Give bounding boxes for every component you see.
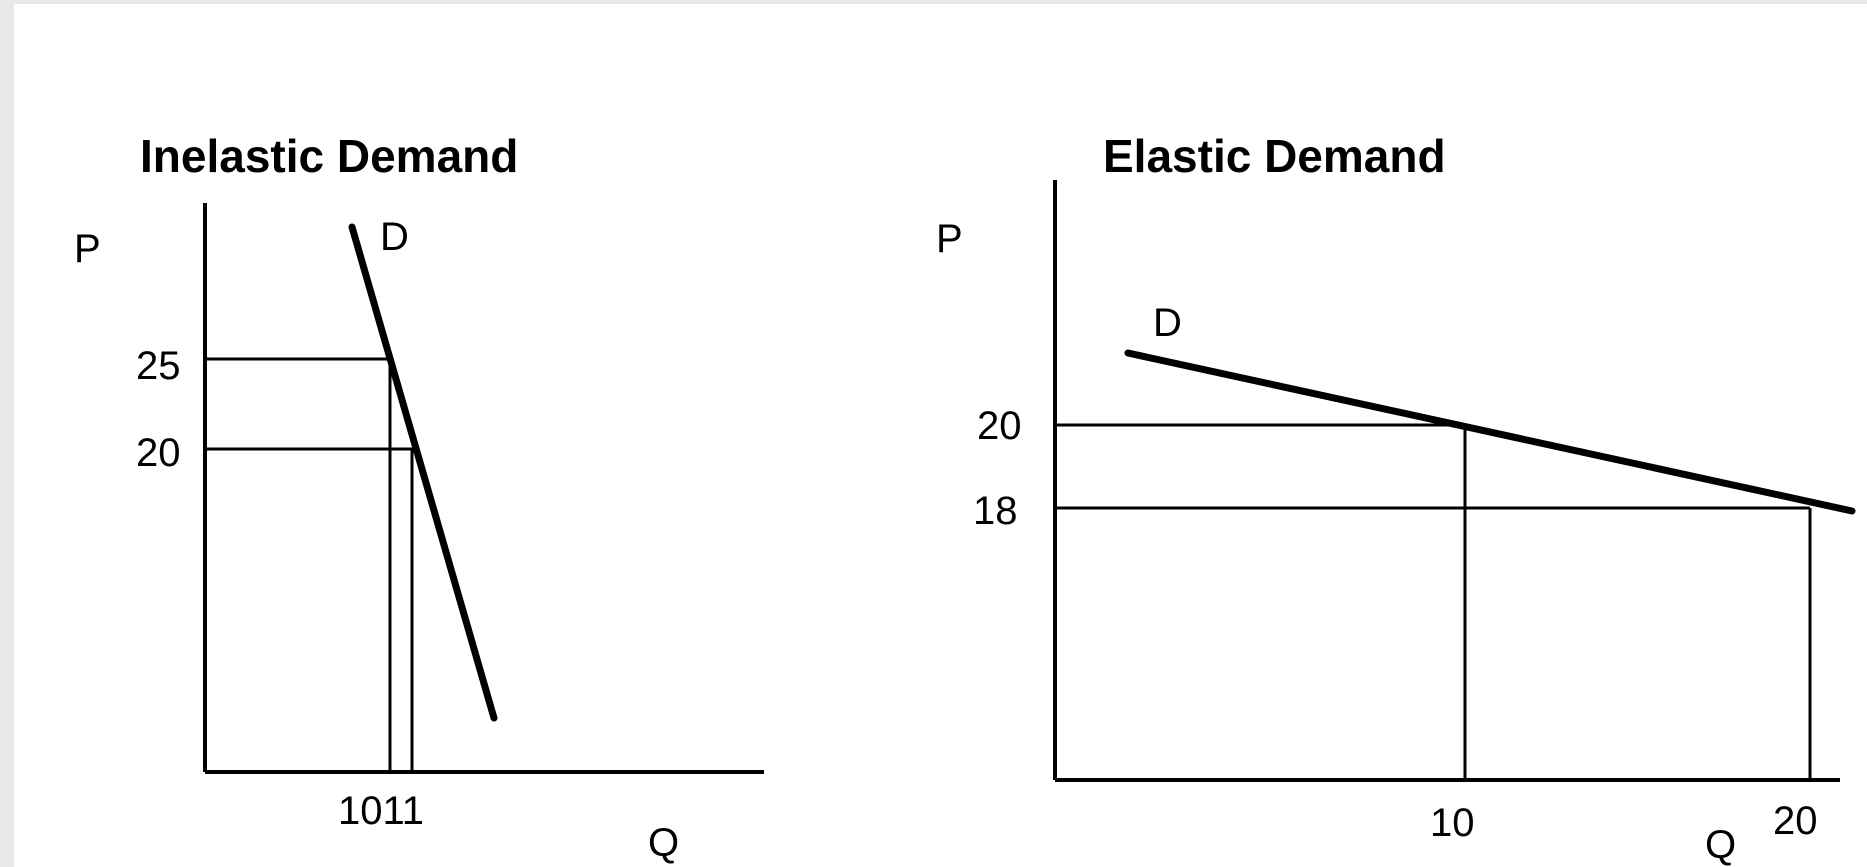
inelastic-demand-label: D (380, 215, 409, 259)
elastic-title: Elastic Demand (1103, 130, 1446, 182)
inelastic-y-axis-label: P (74, 227, 101, 271)
elastic-price-tick-18: 18 (973, 489, 1018, 533)
elastic-demand-panel: Elastic Demand P 20 18 D 10 20 Q (936, 130, 1856, 867)
inelastic-quantity-tick: 1011 (338, 789, 424, 833)
elastic-price-tick-20: 20 (977, 404, 1022, 448)
inelastic-demand-panel: Inelastic Demand P 25 20 D 1011 Q (74, 130, 764, 865)
elastic-demand-label: D (1153, 301, 1182, 345)
figure-background (14, 4, 1867, 867)
elastic-x-axis-label: Q (1705, 823, 1736, 867)
inelastic-x-axis-label: Q (648, 821, 679, 865)
elastic-quantity-tick-10: 10 (1430, 801, 1475, 845)
inelastic-price-tick-20: 20 (136, 431, 181, 475)
inelastic-price-tick-25: 25 (136, 344, 181, 388)
elastic-quantity-tick-20: 20 (1773, 799, 1818, 843)
elastic-demand-curve (1124, 349, 1856, 515)
inelastic-demand-curve (348, 223, 498, 722)
elastic-y-axis-label: P (936, 217, 963, 261)
inelastic-title: Inelastic Demand (140, 130, 518, 182)
